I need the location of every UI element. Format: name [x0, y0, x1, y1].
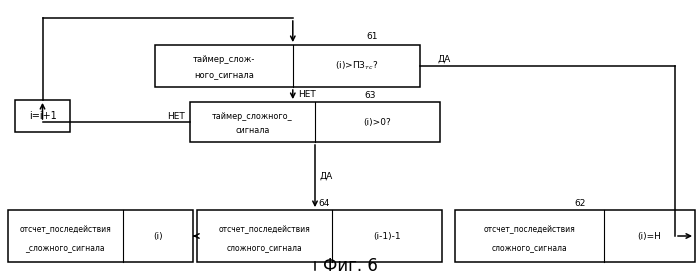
- Bar: [155, 45, 420, 87]
- Bar: [197, 210, 442, 262]
- Text: (i)>0?: (i)>0?: [363, 118, 391, 127]
- Text: _сложного_сигнала: _сложного_сигнала: [25, 243, 105, 252]
- Text: (i)>ПЗ$_{тс}$?: (i)>ПЗ$_{тс}$?: [335, 60, 378, 72]
- Bar: [455, 210, 695, 262]
- Text: таймер_сложного_: таймер_сложного_: [212, 111, 293, 120]
- Text: НЕТ: НЕТ: [167, 111, 185, 120]
- Text: НЕТ: НЕТ: [298, 90, 316, 99]
- Text: отсчет_последействия: отсчет_последействия: [484, 224, 575, 233]
- Text: сложного_сигнала: сложного_сигнала: [227, 243, 302, 252]
- Text: ного_сигнала: ного_сигнала: [194, 70, 254, 79]
- Text: (i)=H: (i)=H: [638, 232, 662, 241]
- Text: 64: 64: [318, 199, 330, 207]
- Text: 63: 63: [364, 90, 376, 99]
- Bar: [8, 210, 193, 262]
- Bar: [15, 100, 70, 132]
- Text: 61: 61: [367, 32, 378, 41]
- Text: таймер_слож-: таймер_слож-: [193, 55, 255, 64]
- Text: сигнала: сигнала: [235, 126, 270, 135]
- Text: (i): (i): [153, 232, 162, 241]
- Text: ДА: ДА: [438, 55, 452, 64]
- Bar: [190, 102, 440, 142]
- Text: отсчет_последействия: отсчет_последействия: [20, 224, 111, 233]
- Text: сложного_сигнала: сложного_сигнала: [491, 243, 567, 252]
- Text: ДА: ДА: [320, 171, 333, 181]
- Text: 62: 62: [574, 199, 585, 207]
- Text: отсчет_последействия: отсчет_последействия: [218, 224, 310, 233]
- Text: Фиг. 6: Фиг. 6: [323, 257, 377, 275]
- Text: i=i+1: i=i+1: [29, 111, 57, 121]
- Text: (i-1)-1: (i-1)-1: [373, 232, 400, 241]
